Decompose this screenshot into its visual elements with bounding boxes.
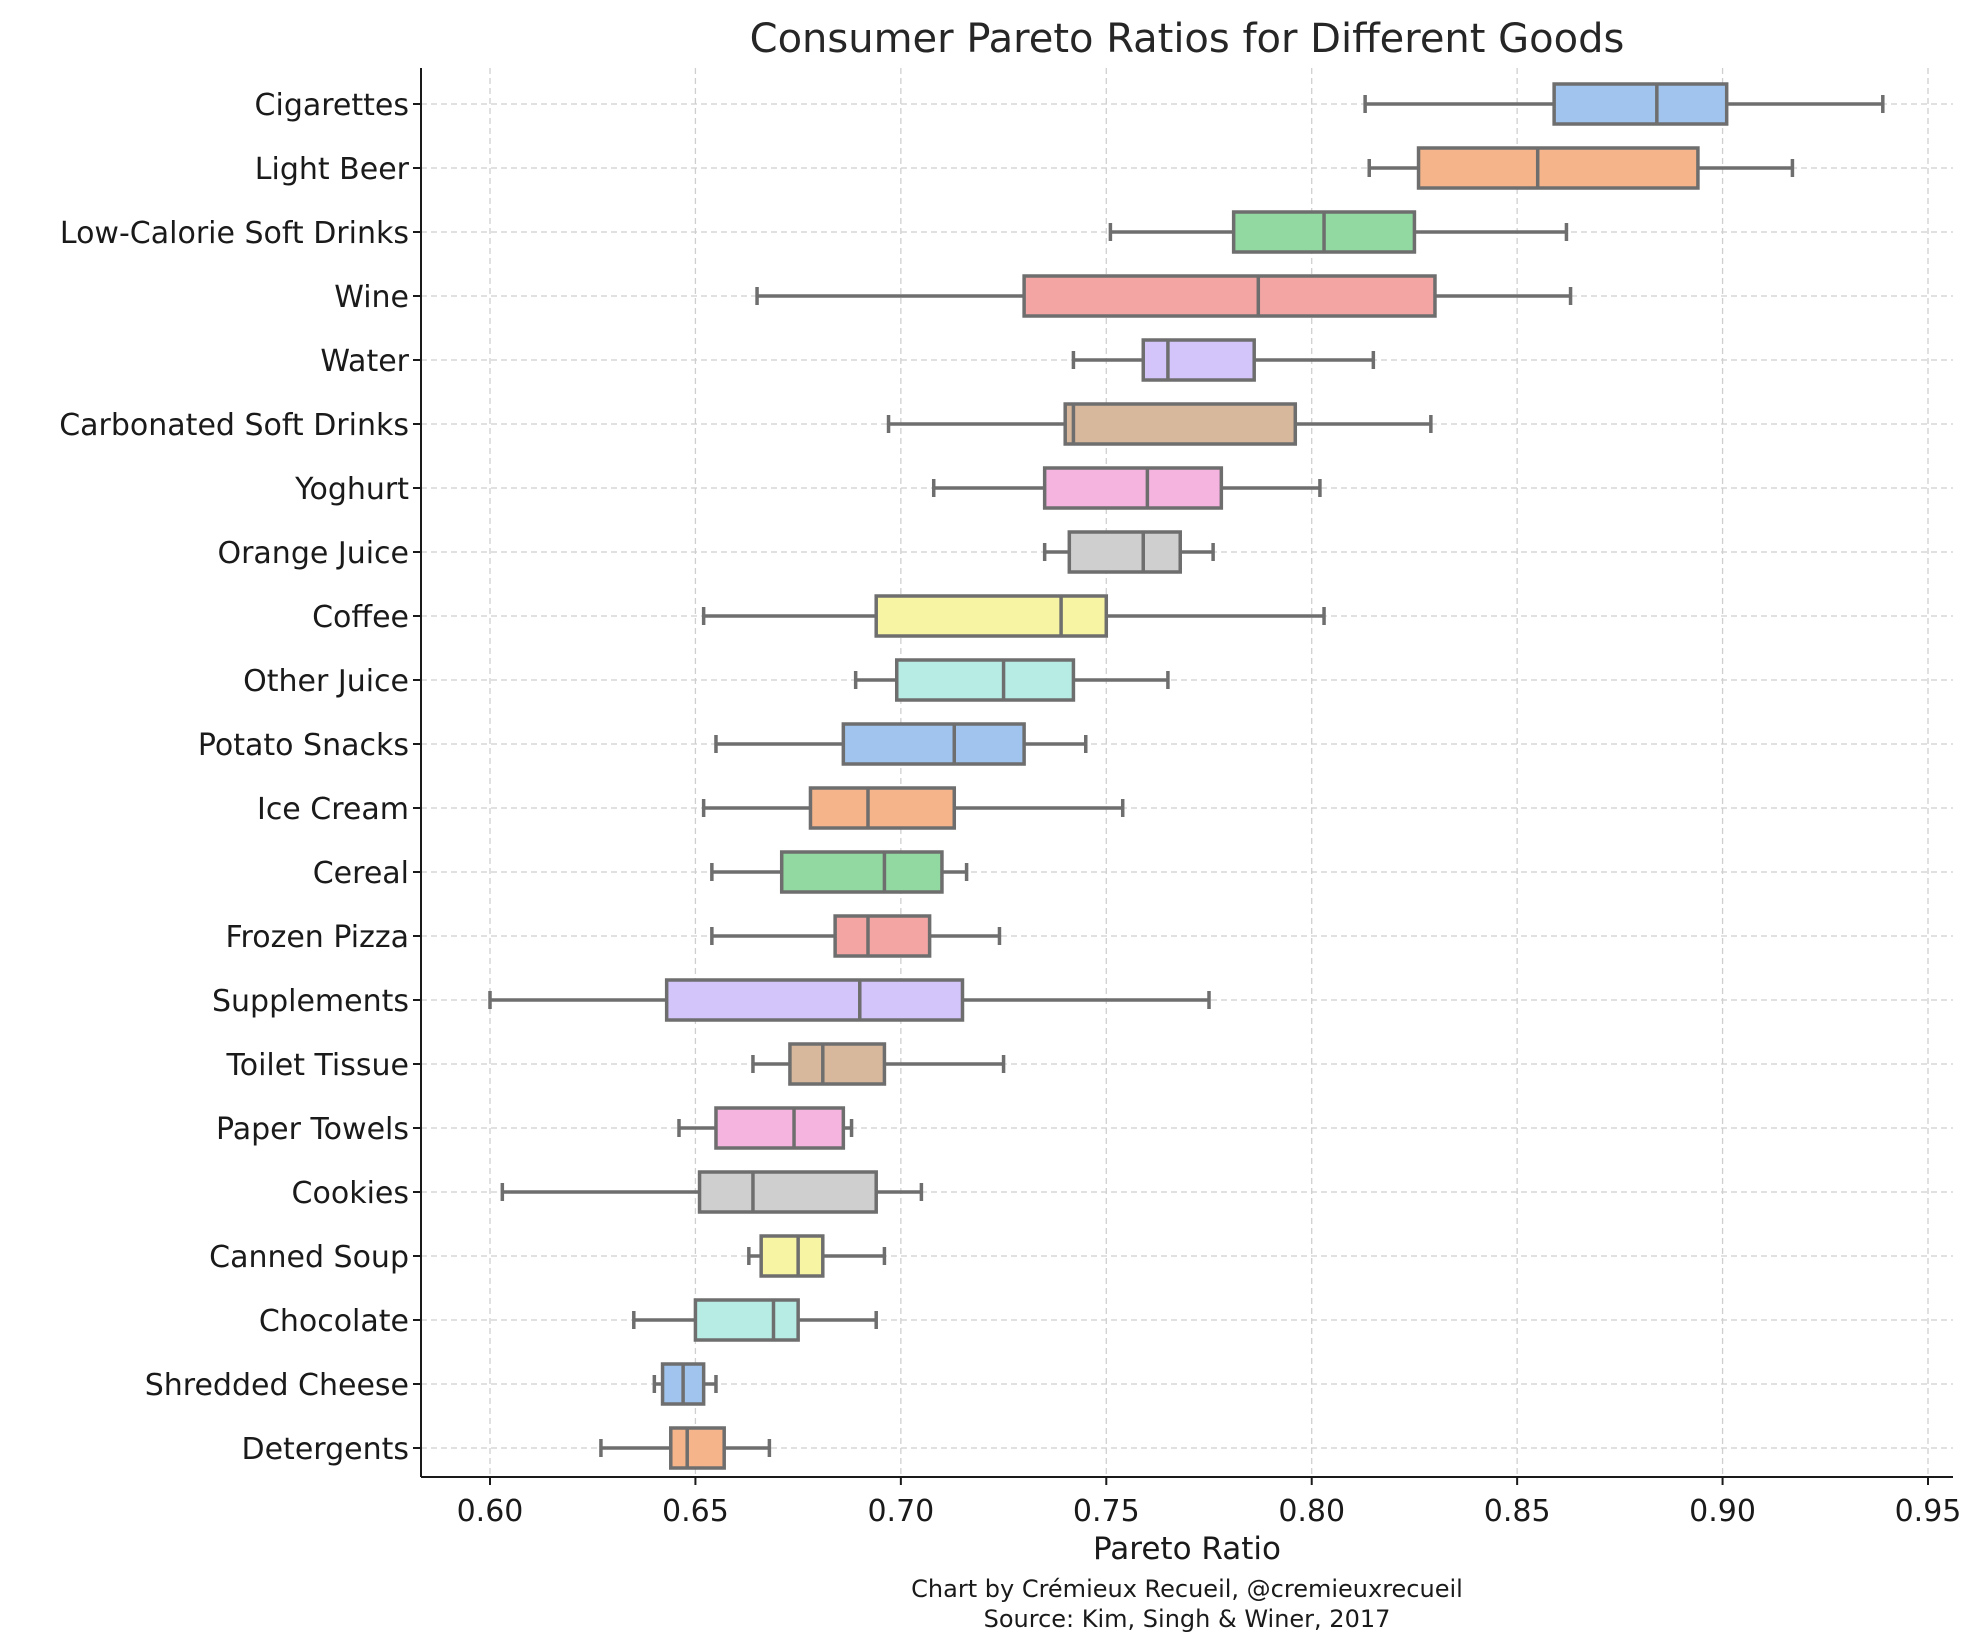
box-toilet-tissue [751, 1042, 1006, 1086]
box-chocolate [632, 1298, 878, 1342]
iqr-box [1067, 530, 1182, 574]
iqr-box [1063, 402, 1298, 446]
iqr-box [669, 1426, 726, 1470]
box-light-beer [1367, 146, 1795, 190]
axes [420, 68, 1953, 1478]
iqr-box [1042, 466, 1224, 510]
x-tick-label: 0.95 [1895, 1494, 1962, 1529]
box-frozen-pizza [710, 914, 1002, 958]
iqr-box [693, 1298, 800, 1342]
x-tick-label: 0.60 [457, 1494, 524, 1529]
y-tick-label: Canned Soup [209, 1240, 409, 1275]
box-yoghurt [931, 466, 1322, 510]
box-cereal [710, 850, 969, 894]
y-tick-label: Light Beer [255, 152, 410, 187]
y-tick-label: Orange Juice [217, 536, 409, 571]
iqr-box [874, 594, 1109, 638]
box-shredded-cheese [652, 1362, 718, 1406]
chart-credit: Chart by Crémieux Recueil, @cremieuxrecu… [911, 1575, 1463, 1603]
box-low-calorie-soft-drinks [1108, 210, 1569, 254]
iqr-box [779, 850, 944, 894]
box-paper-towels [677, 1106, 854, 1150]
chart-title: Consumer Pareto Ratios for Different Goo… [750, 16, 1625, 62]
x-tick-label: 0.90 [1689, 1494, 1756, 1529]
box-potato-snacks [714, 722, 1088, 766]
x-tick-label: 0.75 [1073, 1494, 1140, 1529]
iqr-box [759, 1234, 825, 1278]
y-tick-labels: Cigarettes Light Beer Low-Calorie Soft Dri… [59, 88, 421, 1467]
y-tick-label: Detergents [242, 1432, 410, 1467]
x-tick-label: 0.80 [1278, 1494, 1345, 1529]
iqr-box [1141, 338, 1256, 382]
box-supplements [488, 978, 1211, 1022]
box-water [1071, 338, 1376, 382]
iqr-box [1552, 82, 1729, 126]
y-tick-label: Water [320, 344, 409, 379]
y-tick-label: Paper Towels [216, 1112, 409, 1147]
iqr-box [833, 914, 932, 958]
y-tick-label: Cereal [313, 856, 409, 891]
y-tick-label: Shredded Cheese [145, 1368, 409, 1403]
iqr-box [664, 978, 965, 1022]
y-tick-label: Carbonated Soft Drinks [59, 408, 409, 443]
y-tick-label: Low-Calorie Soft Drinks [60, 216, 409, 251]
iqr-box [697, 1170, 878, 1214]
y-tick-label: Coffee [312, 600, 409, 635]
iqr-box [808, 786, 957, 830]
iqr-box [1416, 146, 1700, 190]
y-tick-label: Wine [334, 280, 409, 315]
y-tick-label: Cookies [292, 1176, 409, 1211]
iqr-box [1022, 274, 1437, 318]
box-wine [755, 274, 1573, 318]
box-other-juice [853, 658, 1170, 702]
box-cigarettes [1363, 82, 1885, 126]
iqr-box [714, 1106, 846, 1150]
y-tick-label: Potato Snacks [198, 728, 409, 763]
y-tick-label: Other Juice [243, 664, 409, 699]
chart-source: Source: Kim, Singh & Winer, 2017 [984, 1605, 1391, 1633]
box-cookies [500, 1170, 924, 1214]
y-tick-label: Cigarettes [255, 88, 409, 123]
x-tick-label: 0.65 [662, 1494, 729, 1529]
box-carbonated-soft-drinks [886, 402, 1433, 446]
y-tick-label: Frozen Pizza [225, 920, 409, 955]
box-series [488, 82, 1885, 1470]
y-tick-label: Toilet Tissue [226, 1048, 409, 1083]
iqr-box [841, 722, 1026, 766]
x-tick-label: 0.85 [1484, 1494, 1551, 1529]
y-tick-label: Yoghurt [294, 472, 409, 507]
box-coffee [701, 594, 1326, 638]
iqr-box [788, 1042, 887, 1086]
y-tick-label: Chocolate [259, 1304, 409, 1339]
iqr-box [894, 658, 1076, 702]
box-ice-cream [701, 786, 1125, 830]
y-tick-label: Supplements [212, 984, 409, 1019]
box-canned-soup [747, 1234, 887, 1278]
x-axis-label: Pareto Ratio [1093, 1531, 1281, 1567]
box-orange-juice [1042, 530, 1215, 574]
x-tick-labels: 0.60 0.65 0.70 0.75 0.80 0.85 0.90 0.95 [457, 1477, 1962, 1529]
box-detergents [599, 1426, 772, 1470]
y-tick-label: Ice Cream [257, 792, 409, 827]
x-tick-label: 0.70 [867, 1494, 934, 1529]
